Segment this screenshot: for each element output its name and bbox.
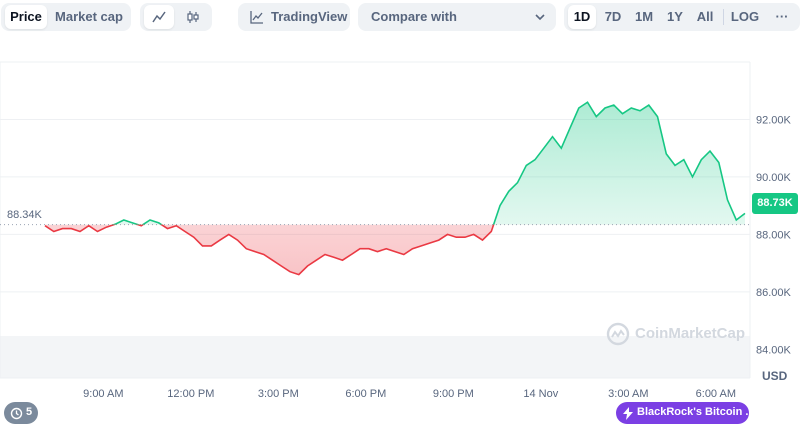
lightning-icon: [623, 407, 633, 420]
range-1m[interactable]: 1M: [634, 9, 654, 24]
y-tick-label: 86.00K: [756, 287, 792, 299]
x-tick-label: 3:00 PM: [258, 388, 299, 400]
x-tick-label: 12:00 PM: [167, 388, 214, 400]
volume-band: [0, 336, 750, 378]
y-tick-label: 90.00K: [756, 172, 792, 184]
tradingview-button[interactable]: TradingView: [238, 3, 350, 31]
candlestick-icon: [187, 11, 199, 23]
range-toggle: 1D 7D 1M 1Y All LOG ···: [564, 3, 800, 31]
range-all[interactable]: All: [696, 9, 714, 24]
watermark-text: CoinMarketCap: [635, 325, 746, 342]
events-badge[interactable]: 5: [4, 402, 38, 424]
x-tick-label: 9:00 PM: [433, 388, 474, 400]
line-chart-icon: [152, 11, 166, 23]
candlestick-button[interactable]: [178, 5, 208, 29]
news-event-badge[interactable]: BlackRock's Bitcoin ...: [616, 402, 749, 424]
chart-trend-icon: [250, 11, 263, 24]
currency-label: USD: [762, 369, 788, 383]
compare-with-select[interactable]: Compare with: [358, 3, 556, 31]
current-price-tag: 88.73K: [752, 193, 798, 214]
x-axis: 9:00 AM 12:00 PM 3:00 PM 6:00 PM 9:00 PM 14 N…: [83, 388, 736, 400]
baseline-price-label: 88.34K: [7, 209, 42, 221]
news-event-label: BlackRock's Bitcoin ...: [637, 406, 749, 418]
chart-style-toggle: [140, 3, 212, 31]
y-tick-label: 92.00K: [756, 114, 792, 126]
price-line-up: [111, 101, 746, 225]
range-1d[interactable]: 1D: [568, 5, 596, 29]
y-tick-label: 88.00K: [756, 229, 792, 241]
tradingview-label: TradingView: [271, 9, 348, 24]
range-7d[interactable]: 7D: [604, 9, 622, 24]
y-tick-label: 84.00K: [756, 344, 792, 356]
coinmarketcap-logo-icon: [606, 322, 630, 346]
area-below-baseline: [45, 224, 494, 275]
events-count: 5: [26, 406, 33, 418]
line-chart-button[interactable]: [144, 5, 174, 29]
x-tick-label: 6:00 PM: [345, 388, 386, 400]
tab-market-cap[interactable]: Market cap: [55, 9, 123, 24]
area-above-baseline: [45, 102, 745, 225]
price-lines: [44, 101, 746, 276]
x-tick-label: 14 Nov: [523, 388, 558, 400]
divider: [723, 9, 724, 25]
chevron-down-icon: [535, 14, 545, 21]
history-clock-icon: [10, 407, 23, 420]
chart-toolbar: Price Market cap TradingView Compare wit…: [0, 0, 800, 40]
x-tick-label: 6:00 AM: [696, 388, 736, 400]
x-tick-label: 3:00 AM: [608, 388, 648, 400]
area-fills: [45, 102, 745, 275]
tab-price[interactable]: Price: [5, 5, 47, 29]
view-toggle: Price Market cap: [1, 3, 131, 31]
price-line-down: [44, 224, 495, 276]
x-tick-label: 9:00 AM: [83, 388, 123, 400]
compare-with-label: Compare with: [371, 9, 457, 24]
range-1y[interactable]: 1Y: [667, 9, 683, 24]
log-scale-toggle[interactable]: LOG: [730, 9, 760, 24]
y-axis: 92.00K 90.00K 88.00K 86.00K 84.00K: [756, 114, 792, 356]
more-options-button[interactable]: ···: [775, 9, 789, 24]
